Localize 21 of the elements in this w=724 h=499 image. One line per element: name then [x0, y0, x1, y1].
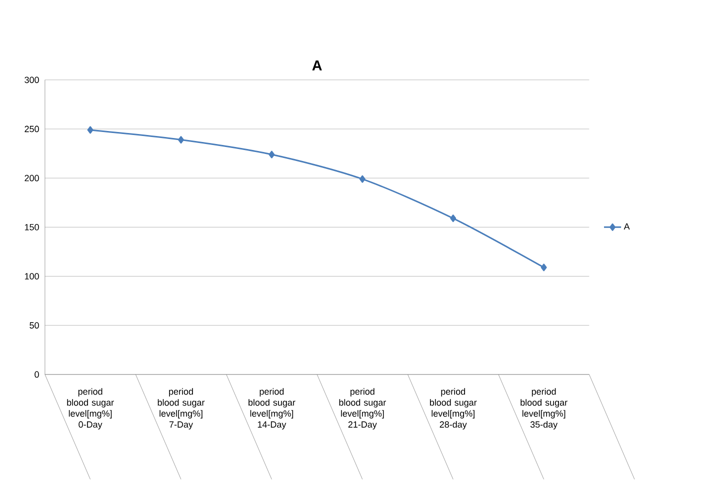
point [540, 264, 547, 272]
y-tick-label: 50 [30, 322, 39, 328]
x-tick-label: period blood sugar level[mg%] 35-day [520, 388, 568, 430]
chart-title: A [312, 60, 322, 70]
point [178, 136, 184, 144]
x-tick-label: period blood sugar level[mg%] 14-Day [248, 388, 296, 430]
legend-label: A [624, 223, 630, 230]
x-tick-label: period blood sugar level[mg%] 0-Day [67, 388, 114, 430]
x-tick-label: period blood sugar level[mg%] 7-Day [158, 388, 205, 430]
x-tick-label: period blood sugar level[mg%] 28-day [430, 388, 477, 430]
point [450, 214, 456, 222]
y-tick-label: 0 [34, 371, 39, 378]
point [87, 126, 94, 134]
y-tick-label: 150 [24, 224, 39, 230]
x-tick-label: period blood sugar level[mg%] 21-Day [339, 388, 386, 430]
y-tick-label: 200 [24, 174, 39, 182]
y-tick-label: 100 [24, 272, 39, 280]
point [359, 175, 366, 183]
y-tick-label: 250 [24, 126, 39, 132]
point [268, 150, 275, 158]
y-tick-label: 300 [24, 76, 39, 83]
